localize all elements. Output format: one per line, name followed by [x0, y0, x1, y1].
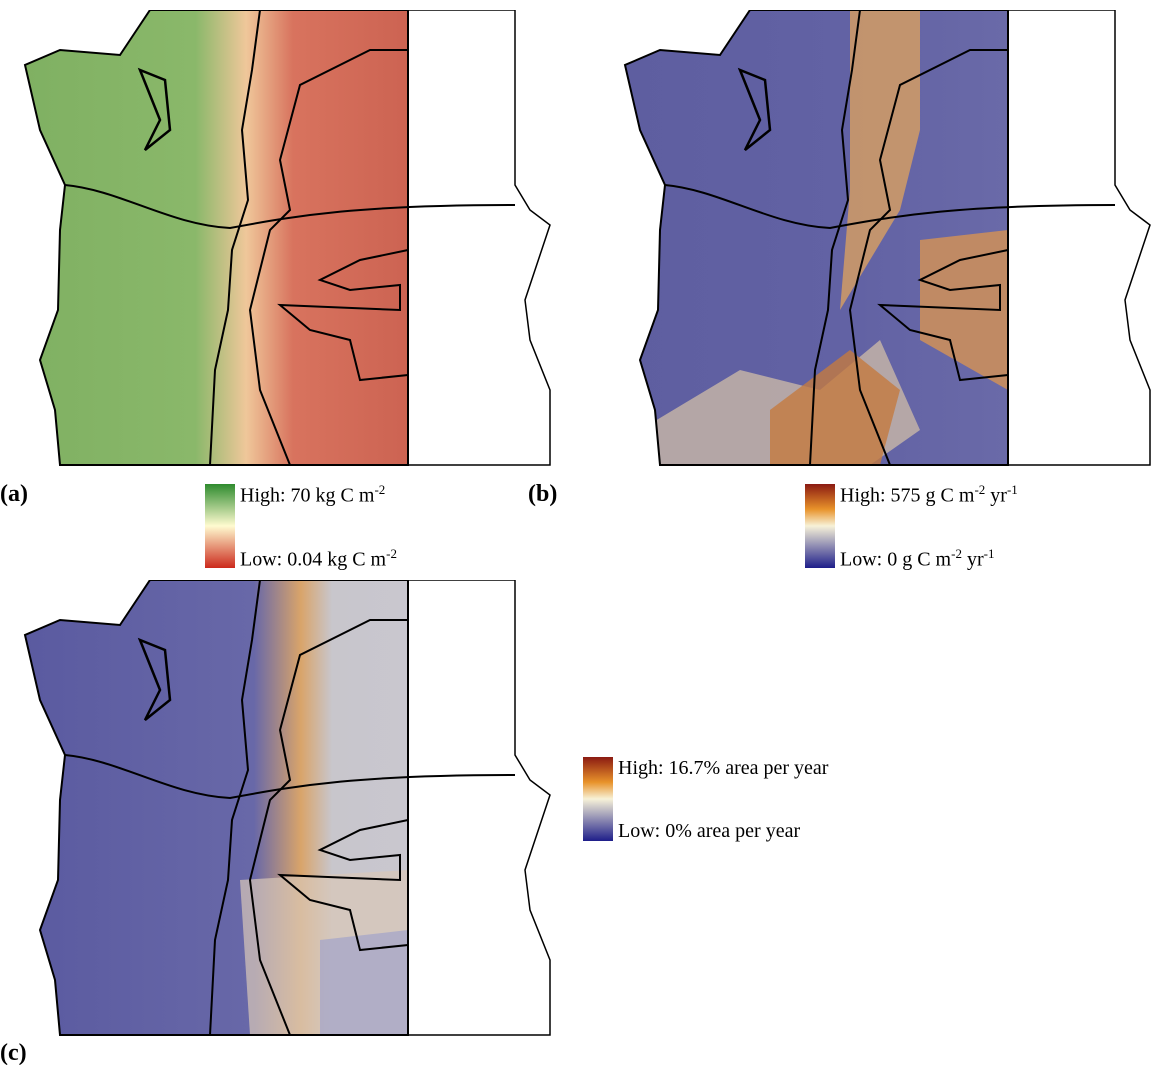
map-fill	[20, 580, 410, 1040]
legend-text: High: 70 kg C m	[240, 485, 374, 507]
figure: (a) (b) (c) High: 70 kg C m-2 Low: 0.04 …	[0, 0, 1151, 1065]
map-c	[20, 580, 551, 1040]
legend-high: High: 575 g C m-2 yr-1	[840, 482, 1018, 508]
superscript: -1	[1007, 482, 1018, 497]
superscript: -2	[386, 546, 397, 561]
legend-text: yr	[985, 485, 1007, 507]
superscript: -2	[974, 482, 985, 497]
legend-text: yr	[962, 549, 984, 571]
map-b	[620, 10, 1151, 470]
map-fill	[620, 10, 1010, 470]
legend-high: High: 70 kg C m-2	[240, 482, 385, 508]
panel-label: (b)	[528, 481, 557, 508]
legend-bar	[205, 484, 235, 568]
panel-label: (a)	[0, 481, 28, 508]
legend-text: High: 16.7% area per year	[618, 757, 828, 779]
superscript: -2	[374, 482, 385, 497]
legend-bar	[583, 757, 613, 841]
legend-low: Low: 0.04 kg C m-2	[240, 546, 397, 572]
map-a	[20, 10, 551, 470]
map-fill	[20, 10, 410, 470]
legend-high: High: 16.7% area per year	[618, 757, 828, 780]
legend-text: Low: 0 g C m	[840, 549, 951, 571]
legend-text: Low: 0.04 kg C m	[240, 549, 386, 571]
panel-label: (c)	[0, 1040, 27, 1065]
superscript: -1	[984, 546, 995, 561]
superscript: -2	[951, 546, 962, 561]
legend-text: High: 575 g C m	[840, 485, 974, 507]
legend-low: Low: 0% area per year	[618, 820, 800, 843]
legend-text: Low: 0% area per year	[618, 820, 800, 842]
legend-bar	[805, 484, 835, 568]
legend-low: Low: 0 g C m-2 yr-1	[840, 546, 994, 572]
